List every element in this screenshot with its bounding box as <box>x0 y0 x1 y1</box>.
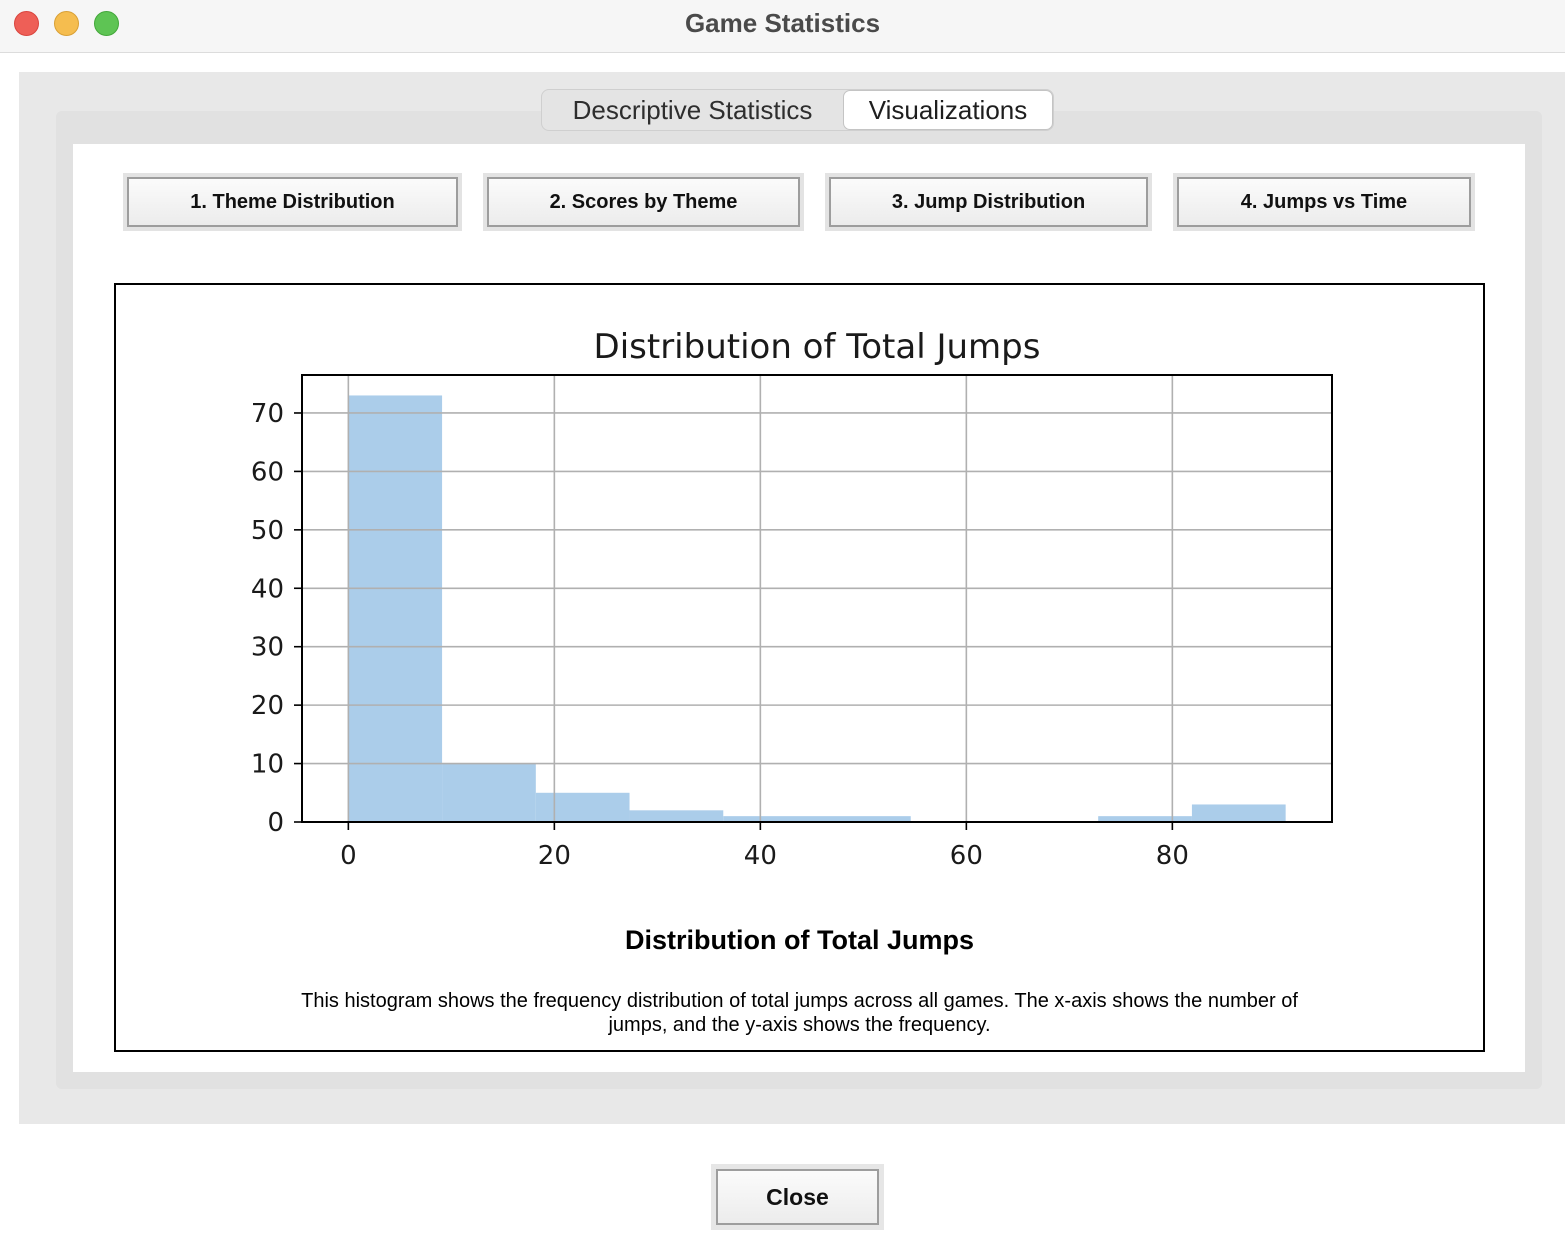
scores-by-theme-button[interactable]: 2. Scores by Theme <box>483 173 804 231</box>
chart-caption-title: Distribution of Total Jumps <box>625 925 974 955</box>
histogram-bar <box>1098 816 1192 822</box>
histogram-bar <box>817 816 911 822</box>
histogram-bar <box>348 395 443 822</box>
tab-bar: Descriptive Statistics Visualizations <box>541 89 1054 131</box>
y-tick-label: 0 <box>267 808 284 838</box>
histogram-bar <box>629 810 724 822</box>
y-tick-label: 30 <box>251 633 284 663</box>
close-button[interactable]: Close <box>711 1164 884 1230</box>
y-tick-label: 10 <box>251 750 284 780</box>
jump-distribution-button[interactable]: 3. Jump Distribution <box>825 173 1152 231</box>
tab-visualizations[interactable]: Visualizations <box>843 90 1053 130</box>
x-tick-label: 0 <box>340 841 357 871</box>
window-zoom-icon[interactable] <box>94 11 119 36</box>
x-tick-label: 80 <box>1156 841 1189 871</box>
y-tick-label: 70 <box>251 399 284 429</box>
y-tick-label: 20 <box>251 691 284 721</box>
window-title: Game Statistics <box>684 8 881 38</box>
histogram-bar <box>535 792 630 822</box>
x-tick-label: 60 <box>950 841 983 871</box>
chart-title: Distribution of Total Jumps <box>594 327 1041 367</box>
window-close-icon[interactable] <box>14 11 39 36</box>
window-minimize-icon[interactable] <box>54 11 79 36</box>
histogram-bar <box>723 816 817 822</box>
tab-descriptive-statistics[interactable]: Descriptive Statistics <box>572 95 813 125</box>
title-bar: Game Statistics <box>0 0 1565 53</box>
histogram-chart: Distribution of Total Jumps 0 20 40 60 80 0 10… <box>251 327 1333 871</box>
jumps-vs-time-button[interactable]: 4. Jumps vs Time <box>1173 173 1475 231</box>
theme-distribution-button[interactable]: 1. Theme Distribution <box>123 173 462 231</box>
x-tick-label: 40 <box>744 841 777 871</box>
y-tick-label: 50 <box>251 516 284 546</box>
plot-frame <box>301 374 1333 823</box>
histogram-bar <box>442 763 536 822</box>
chart-description: This histogram shows the frequency distr… <box>301 990 1298 1036</box>
histogram-bar <box>1191 804 1286 822</box>
x-tick-label: 20 <box>538 841 571 871</box>
y-tick-label: 60 <box>251 457 284 487</box>
y-tick-label: 40 <box>251 574 284 604</box>
chart-container: Distribution of Total Jumps 0 20 40 60 80 0 10… <box>114 283 1485 1052</box>
